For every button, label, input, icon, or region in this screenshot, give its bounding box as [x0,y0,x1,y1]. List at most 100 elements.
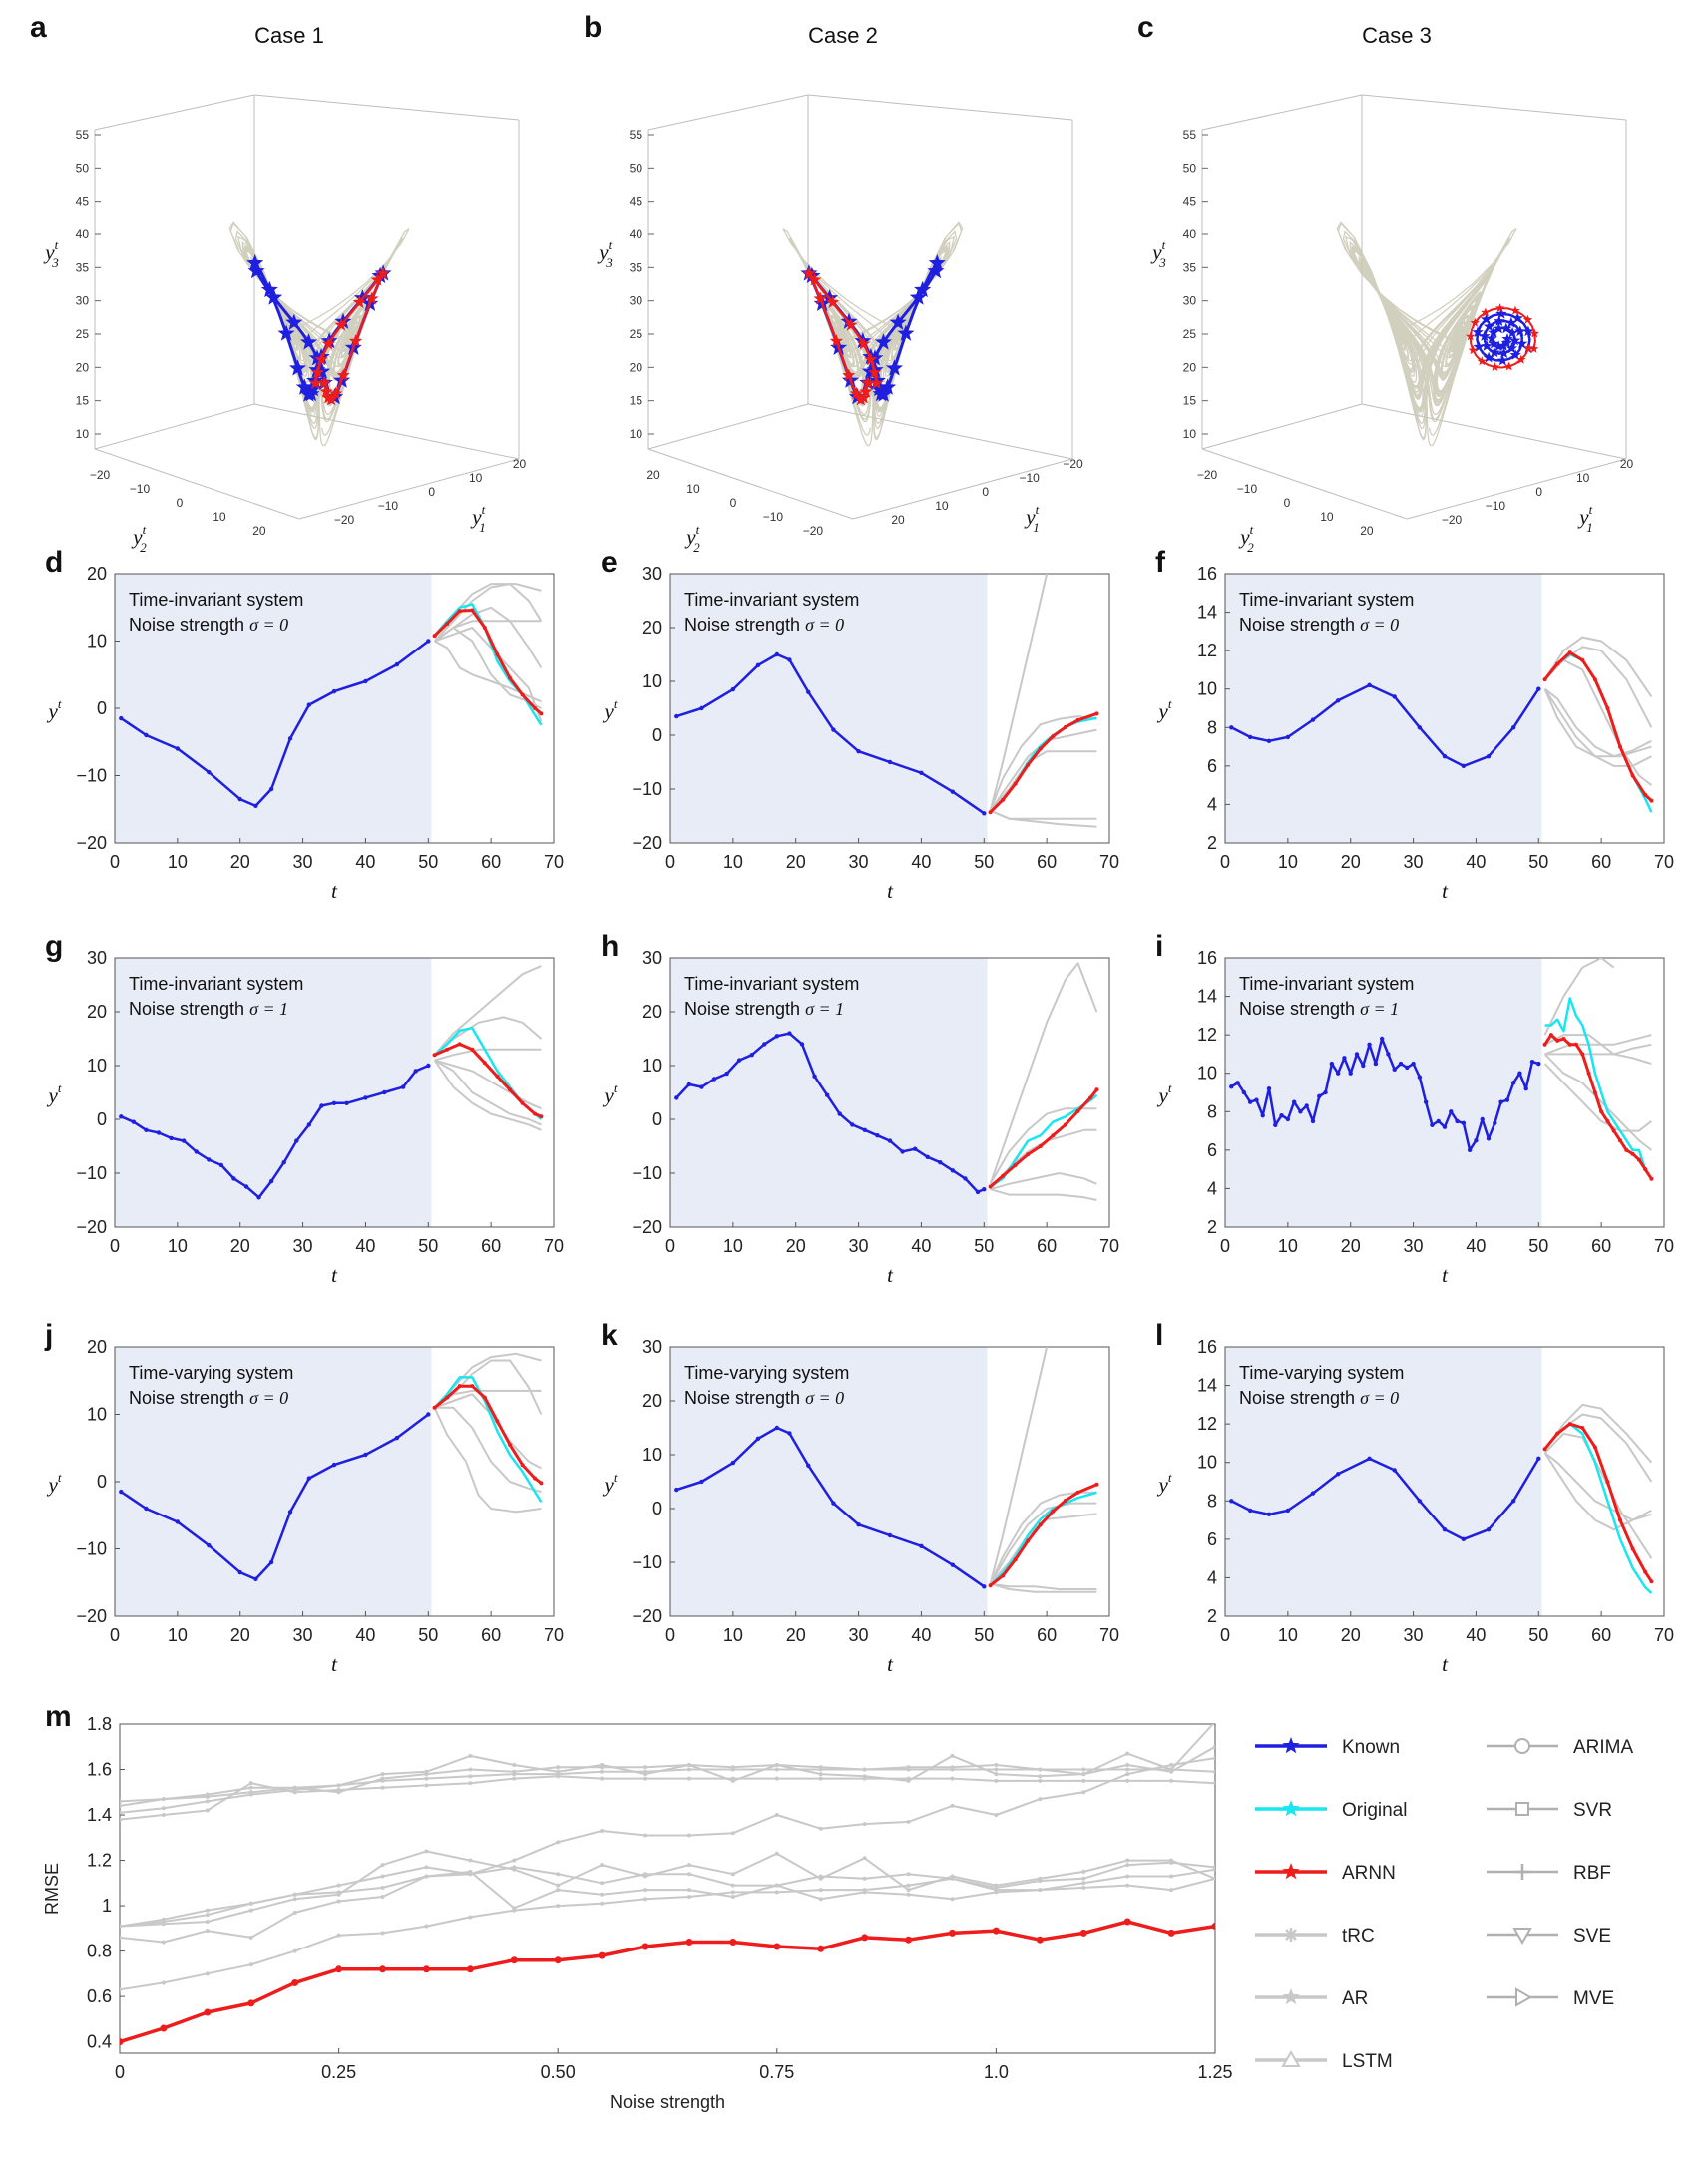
other-method-series [434,1359,543,1415]
known-series-point [1480,1116,1485,1122]
other-method-rmse-point [1169,1767,1174,1772]
known-series-point [686,1082,692,1087]
y-tick-label: 12 [1197,1025,1217,1045]
known-series-point [306,1122,312,1127]
arnn-series-point [1592,677,1597,682]
x-tick-label: 70 [1099,1236,1119,1256]
arnn-series [1543,1033,1653,1180]
other-method-rmse-point [818,1772,823,1777]
arnn-series-point [1561,1037,1566,1041]
known-series-point [1510,725,1516,730]
x-tick-label: 40 [355,1625,375,1645]
known-star-marker [277,324,295,341]
axis-box-edge [852,458,1073,520]
arnn-rmse-point [773,1943,781,1950]
known-series-point [344,1100,349,1106]
arnn-series-point [1580,657,1585,662]
other-method-rmse-point [600,1881,605,1886]
axis-label-sup: t [1162,237,1166,252]
other-method-rmse-point [292,1892,297,1897]
x-tick-label: 10 [168,1625,188,1645]
other-method-rmse-point [818,1826,823,1831]
axis-box-edge [94,448,300,520]
known-series-point [237,796,242,802]
known-series-point [426,639,431,644]
sigma-value: σ = 0 [1360,1388,1399,1408]
y2-tick-label: −10 [1237,482,1258,496]
known-series [1230,1457,1540,1541]
panel-j: 0 10 20 30 40 50 60 70−20−1001020jtytTime-varyi… [44,1319,564,1676]
known-series-point [887,1138,893,1143]
arnn-star-marker [329,386,343,400]
known-series-point [1247,1508,1253,1514]
other-method-rmse-point [686,1888,691,1893]
z-tick-label: 10 [630,427,643,441]
other-method-rmse-point [730,1890,735,1895]
x-tick-label: 20 [230,1236,250,1256]
panel-label: a [30,11,47,44]
y-axis-label: yt [1157,1081,1172,1107]
y-tick-label: 12 [1197,641,1217,660]
known-series-point [287,1510,293,1515]
x-tick-label: 30 [849,1236,869,1256]
other-method-rmse-point [1125,1858,1130,1863]
arnn-rmse-point [422,1965,430,1973]
other-method-rmse-point [120,1924,122,1929]
known-series-point [1442,1124,1448,1129]
y2-tick-label: −20 [90,468,111,482]
other-method-rmse-point [1169,1860,1174,1865]
y-tick-label: −10 [76,1163,107,1183]
y-tick-label: 12 [1197,1414,1217,1434]
panel-h: 0 10 20 30 40 50 60 70−20−100102030htytTime-inv… [601,930,1119,1287]
arnn-star-marker [370,272,384,286]
series-group [674,1347,1099,1593]
z-tick-label: 35 [76,260,90,274]
legend-label: SVE [1573,1926,1611,1947]
known-series-point [1493,1120,1497,1126]
arnn-series-point [533,1476,538,1481]
known-series-point [824,1092,830,1097]
y-tick-label: −10 [632,1163,662,1183]
y2-axis-label: yt 2 [1238,522,1254,555]
arnn-series-point [1630,1546,1635,1551]
other-method-rmse-point [1213,1756,1215,1761]
arnn-rmse-point [510,1956,518,1964]
known-star-marker [289,359,307,376]
arnn-series-point [1038,1522,1043,1527]
other-method-series [433,1407,542,1514]
known-series-point [755,662,761,667]
arnn-trajectory [1469,307,1536,369]
other-method-rmse-point [994,1772,999,1777]
axis-label-sub: 1 [1033,520,1040,535]
known-series-point [175,1519,181,1524]
other-method-rmse-point [512,1776,517,1781]
arnn-star-marker [376,266,390,280]
panel-label: m [45,1700,72,1733]
other-method-rmse-point [120,1935,122,1940]
arnn-series-point [1542,1447,1547,1452]
other-method-rmse-point [1081,1876,1086,1881]
x-tick-label: 40 [1466,1236,1486,1256]
known-series-point [156,1130,162,1135]
y1-tick-label: −20 [1442,513,1463,527]
known-series-point [1417,1075,1423,1080]
x-tick-label: 0 [665,1236,675,1256]
known-series-point [287,736,293,741]
noise-text: Noise strength [684,1388,805,1408]
other-method-rmse-point [380,1885,385,1890]
panel-label: l [1155,1319,1163,1352]
x-tick-label: 70 [1654,1625,1674,1645]
other-method-rmse-point [468,1753,473,1758]
other-method-rmse-point [994,1762,999,1767]
axis-label-sup: t [1036,502,1040,517]
panel-d: 0 10 20 30 40 50 60 70−20−1001020dtytTime-invar… [45,546,564,903]
y-axis-label-base: y [603,1473,615,1497]
arnn-series-point [508,1442,512,1447]
sigma-value: σ = 0 [249,615,288,635]
known-series-point [1317,1093,1322,1099]
other-method-rmse-point [161,1980,166,1985]
known-series-point [812,1074,817,1080]
arnn-series-point [1038,1144,1043,1148]
system-annotation: Time-varying system [1239,1363,1404,1383]
known-series-point [919,1543,924,1549]
